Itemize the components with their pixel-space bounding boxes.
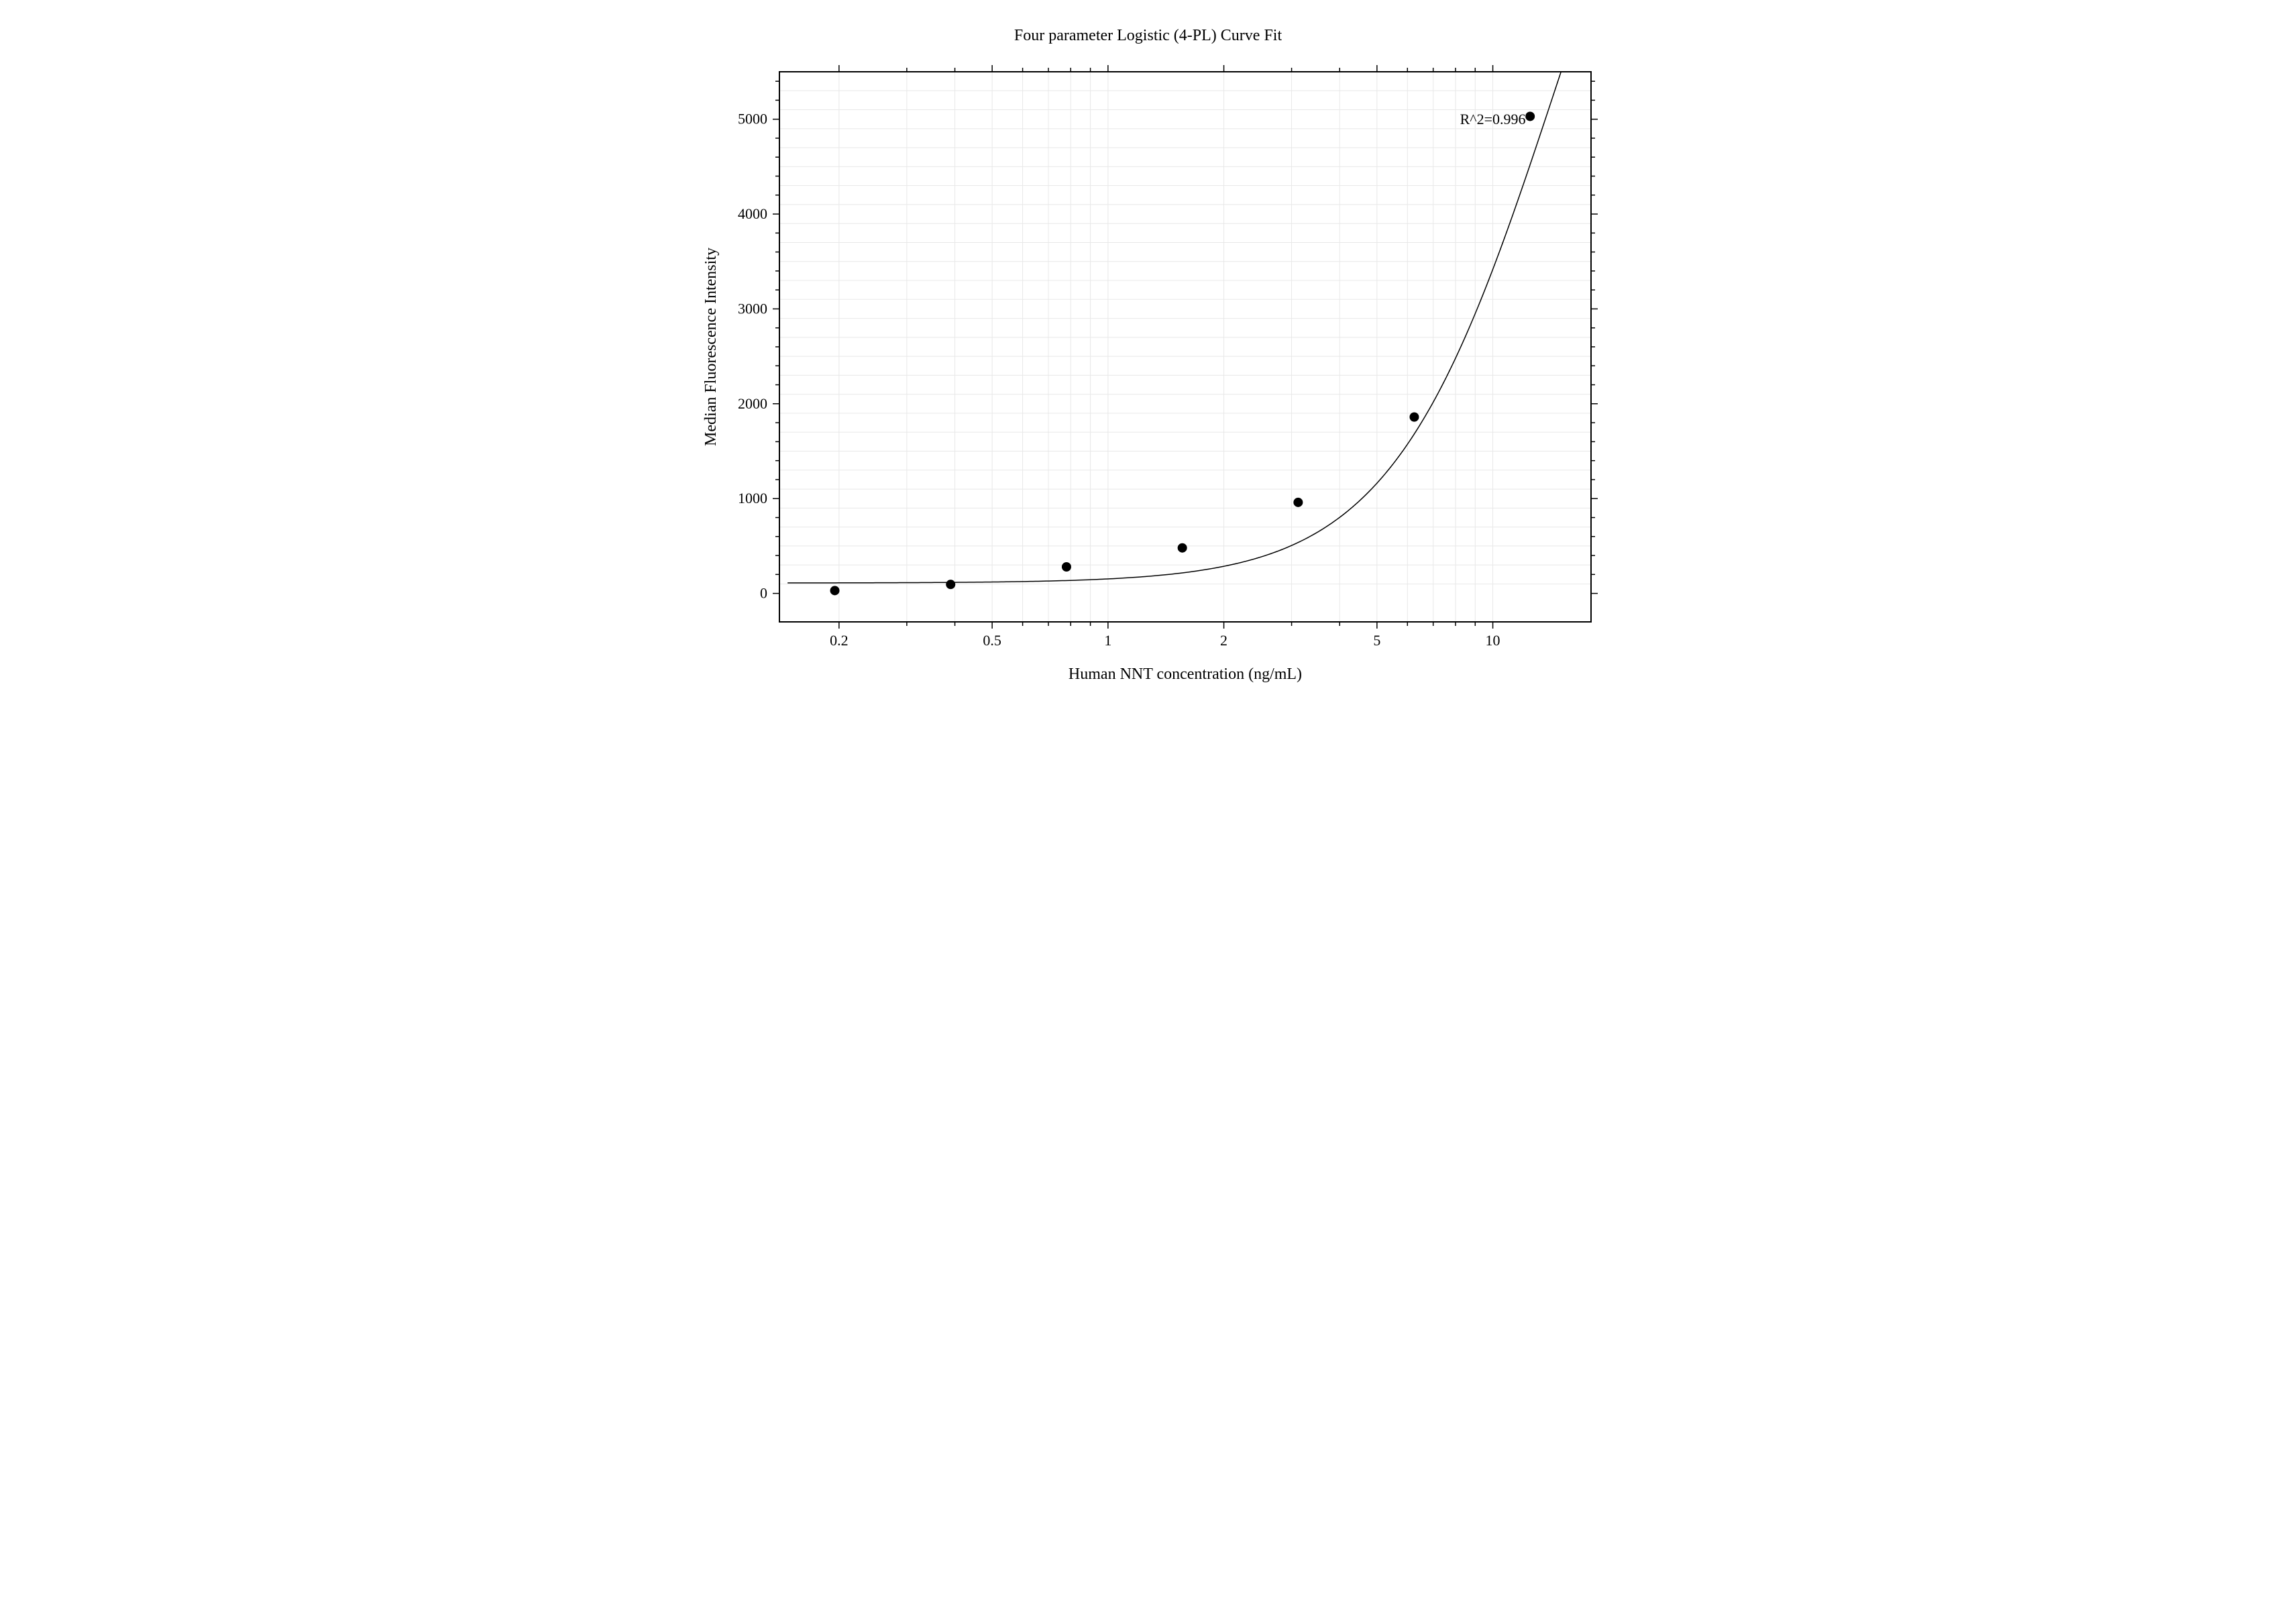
x-tick-label: 10 [1485,632,1500,649]
x-tick-label: 0.2 [830,632,849,649]
data-point [1409,413,1418,421]
plot-area: 0.2 0.5 1 2 5 10 0 1000 2000 3000 4000 5000 Human NN… [639,52,1658,723]
x-tick-label: 0.5 [983,632,1001,649]
chart-svg: 0.2 0.5 1 2 5 10 0 1000 2000 3000 4000 5000 Human NN… [639,52,1658,723]
y-tick-label: 1000 [738,490,767,506]
x-tick-label: 1 [1104,632,1111,649]
r-squared-annotation: R^2=0.996 [1460,111,1525,127]
x-tick-label: 2 [1220,632,1227,649]
y-tick-label: 2000 [738,395,767,412]
data-point [1062,563,1071,572]
chart-title: Four parameter Logistic (4-PL) Curve Fit [639,27,1658,45]
data-point [946,580,954,589]
y-axis-label: Median Fluorescence Intensity [702,248,720,446]
y-tick-label: 0 [760,585,767,602]
data-point [830,586,839,595]
data-point [1178,543,1187,552]
y-tick-label: 4000 [738,205,767,222]
data-point [1293,498,1302,506]
data-point [1525,112,1534,121]
chart-container: Four parameter Logistic (4-PL) Curve Fit… [639,0,1658,749]
x-axis-label: Human NNT concentration (ng/mL) [1068,665,1301,683]
y-tick-label: 5000 [738,111,767,127]
x-tick-label: 5 [1373,632,1380,649]
y-tick-label: 3000 [738,300,767,317]
